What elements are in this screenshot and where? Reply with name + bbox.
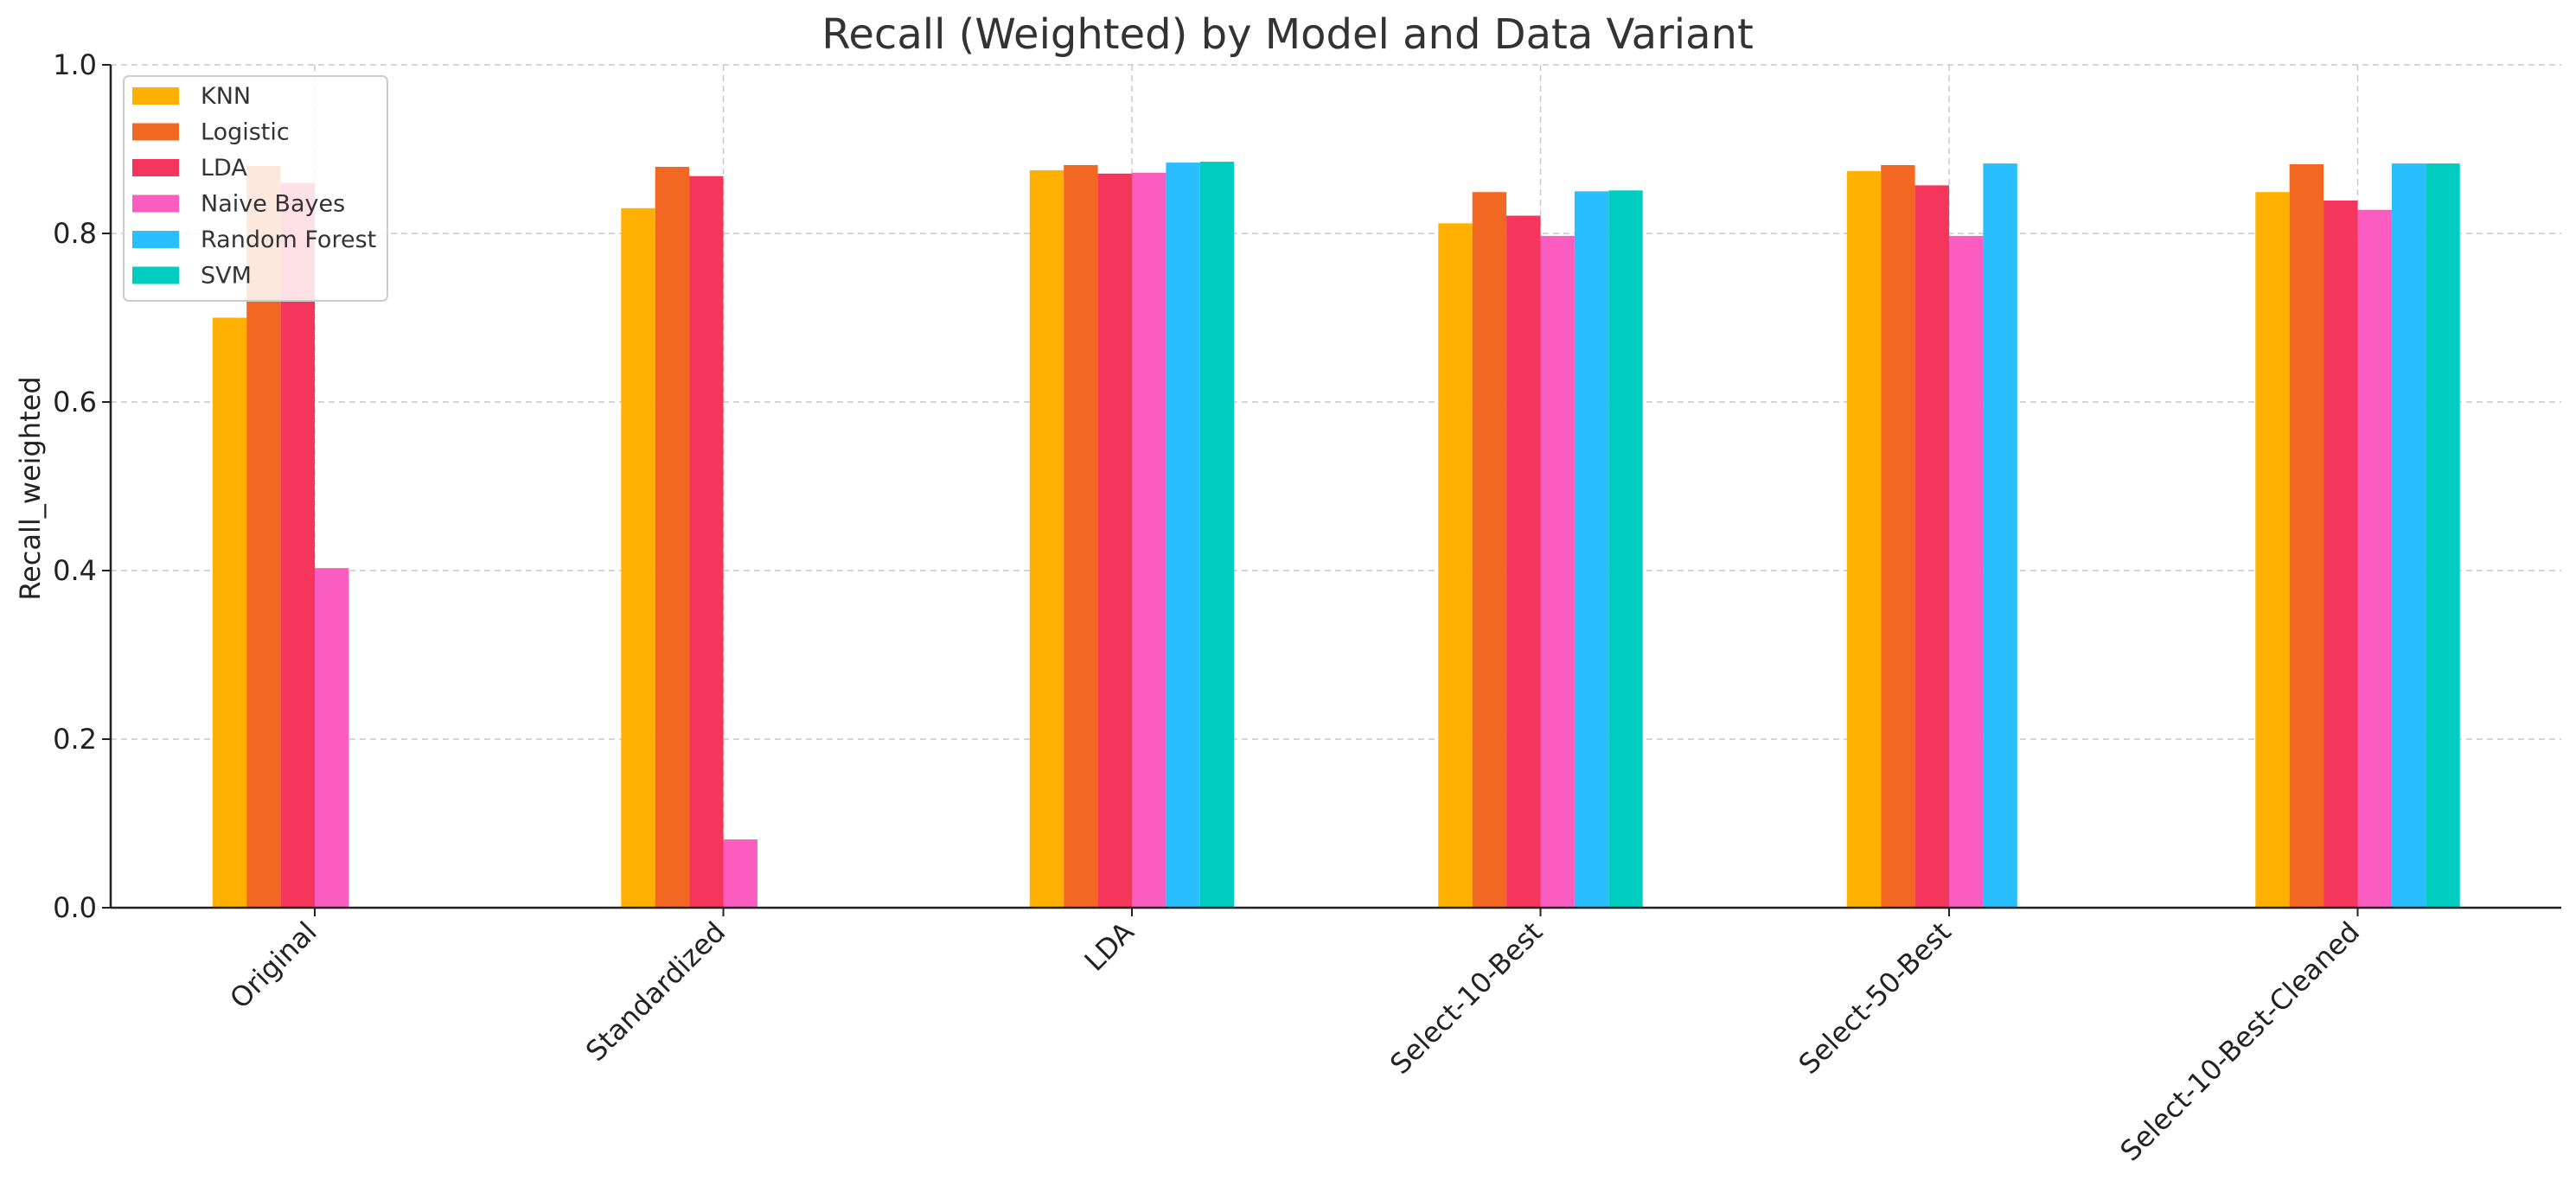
bar [280, 182, 315, 908]
bar [1472, 192, 1507, 908]
axes [109, 65, 2561, 909]
bar [621, 207, 655, 909]
bar [1540, 235, 1575, 908]
legend-swatch [132, 123, 179, 141]
x-tick-label: Standardized [579, 915, 732, 1068]
bar [1608, 190, 1643, 909]
y-axis-label: Recall_weighted [14, 376, 47, 600]
bar [689, 175, 724, 908]
bar [2426, 163, 2460, 909]
bar [2391, 163, 2426, 909]
bar [315, 568, 349, 908]
bar [655, 167, 690, 908]
legend: KNN Logistic LDA Naive Bayes Random Forest SV… [123, 75, 388, 302]
bar [1166, 163, 1200, 909]
y-tick-label: 0.0 [53, 891, 97, 924]
legend-swatch [132, 87, 179, 105]
bar [2357, 209, 2392, 908]
bar [212, 317, 247, 908]
y-tick-label: 0.4 [53, 554, 97, 587]
legend-label: Random Forest [201, 226, 376, 253]
y-tick-label: 0.2 [53, 723, 97, 756]
x-tick-label: Select-10-Best [1384, 915, 1549, 1081]
bar [723, 839, 757, 908]
chart-title: Recall (Weighted) by Model and Data Vari… [821, 10, 1754, 59]
bar [1097, 173, 1132, 909]
bars [212, 162, 2460, 909]
x-tick-label: Select-10-Best-Cleaned [2113, 915, 2366, 1168]
legend-swatch [132, 231, 179, 248]
bar [1881, 165, 1915, 908]
y-tick-label: 0.6 [53, 386, 97, 418]
bar [1506, 215, 1541, 908]
bar [1574, 191, 1609, 909]
bar [1846, 170, 1882, 908]
x-axis-ticks: Original Standardized LDA Select-10-Best Sel… [223, 908, 2366, 1168]
y-tick-label: 1.0 [53, 48, 97, 81]
bar [2324, 201, 2358, 908]
legend-label: Naive Bayes [201, 191, 345, 218]
grid [111, 64, 2561, 908]
bar [2289, 164, 2324, 908]
x-tick-label: LDA [1078, 915, 1141, 978]
bar [1199, 162, 1235, 909]
legend-label: LDA [201, 155, 247, 182]
legend-box [123, 75, 388, 302]
bar [1914, 185, 1949, 908]
x-tick-label: Original [223, 915, 323, 1015]
legend-swatch [132, 159, 179, 176]
legend-label: Logistic [201, 119, 290, 146]
bar [1064, 165, 1098, 908]
y-tick-label: 0.8 [53, 217, 97, 250]
legend-label: SVM [201, 263, 252, 290]
legend-swatch [132, 266, 179, 284]
bar [1949, 235, 1984, 908]
legend-label: KNN [201, 83, 251, 110]
legend-swatch [132, 195, 179, 213]
bar [2255, 192, 2290, 908]
bar [1983, 163, 2017, 909]
bar [1029, 169, 1064, 908]
x-tick-label: Select-50-Best [1793, 915, 1958, 1081]
bar [1132, 172, 1167, 909]
y-axis-ticks: 0.0 0.2 0.4 0.6 0.8 1.0 [53, 48, 111, 924]
bar [1438, 223, 1473, 908]
